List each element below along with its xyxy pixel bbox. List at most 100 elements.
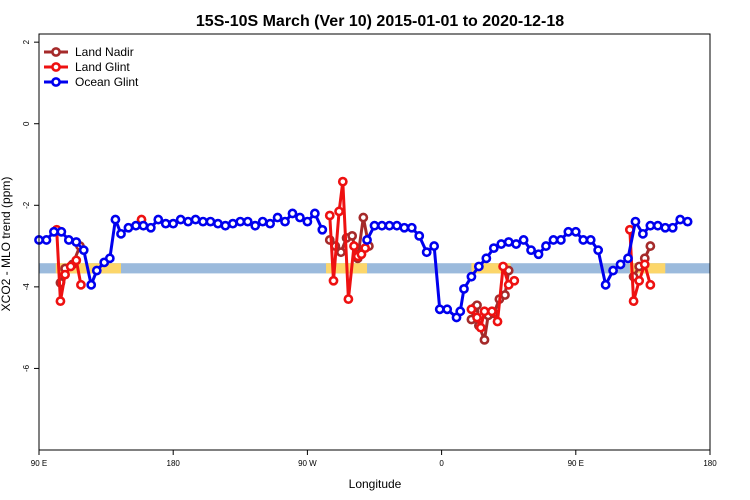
data-point (317, 224, 328, 235)
legend-marker (51, 47, 61, 57)
data-point (328, 275, 339, 286)
data-point (360, 243, 371, 254)
data-point (337, 176, 348, 187)
data-point (235, 216, 246, 227)
data-point (593, 245, 604, 256)
data-point (503, 237, 514, 247)
data-point (442, 304, 453, 315)
data-point (660, 222, 671, 233)
data-point (563, 226, 574, 237)
data-point (518, 235, 529, 245)
data-point (160, 218, 171, 229)
x-tick-label: 90 E (568, 459, 584, 468)
data-point (227, 218, 238, 229)
data-point (153, 214, 164, 225)
data-point (488, 243, 499, 254)
data-point (55, 296, 66, 307)
ocean-band (39, 263, 710, 274)
data-point (585, 235, 596, 245)
data-point (91, 265, 102, 276)
data-point (500, 290, 510, 300)
data-point (205, 216, 216, 227)
data-point (349, 241, 359, 251)
data-point (183, 216, 194, 227)
data-point (384, 220, 395, 231)
data-point (302, 216, 313, 227)
data-point (496, 239, 507, 249)
data-point (498, 261, 509, 272)
data-point (578, 235, 589, 245)
data-point (570, 226, 581, 237)
data-point (414, 230, 425, 241)
data-point (250, 220, 261, 231)
data-point (555, 235, 566, 245)
data-point (638, 228, 648, 239)
legend-label: Ocean Glint (75, 75, 139, 89)
data-point (406, 222, 417, 233)
data-point (479, 306, 490, 317)
data-point (190, 214, 201, 225)
data-point (472, 312, 482, 323)
data-point (71, 255, 82, 266)
y-tick-label: -2 (22, 201, 31, 209)
data-point (652, 220, 663, 231)
data-point (377, 220, 387, 231)
data-point (110, 214, 121, 225)
data-point (78, 245, 89, 256)
data-point (511, 239, 522, 249)
data-point (220, 220, 231, 231)
data-point (168, 218, 179, 229)
legend-label: Land Nadir (75, 45, 134, 59)
data-point (295, 212, 305, 223)
data-point (634, 275, 645, 286)
data-point (429, 241, 440, 251)
data-point (541, 241, 551, 251)
data-point (548, 235, 559, 245)
data-point (63, 235, 74, 245)
y-tick-label: 0 (22, 121, 31, 126)
series-line (446, 218, 689, 319)
x-tick-label: 90 E (31, 459, 47, 468)
data-point (41, 235, 52, 245)
data-point (86, 279, 97, 290)
data-point (475, 322, 486, 333)
data-point (487, 306, 497, 317)
legend-entry: Land Nadir (44, 45, 134, 59)
data-point (60, 269, 70, 280)
data-point (242, 216, 253, 227)
data-point (213, 218, 223, 229)
data-point (481, 253, 492, 264)
plot-frame (38, 33, 711, 451)
data-point (358, 212, 369, 223)
data-point (71, 237, 82, 247)
y-tick-label: -4 (22, 283, 31, 291)
data-point (138, 220, 149, 231)
data-point (479, 334, 490, 345)
plot-series (34, 176, 693, 345)
series-land-glint (51, 176, 656, 333)
data-point (455, 306, 466, 317)
data-point (600, 279, 611, 290)
y-tick-label: 2 (22, 39, 31, 44)
data-point (667, 222, 678, 233)
x-tick-label: 0 (439, 459, 444, 468)
data-point (369, 220, 380, 231)
data-point (645, 279, 656, 290)
data-point (336, 247, 346, 258)
data-point (675, 214, 686, 225)
data-point (466, 304, 477, 315)
data-point (56, 226, 67, 237)
data-point (175, 214, 186, 225)
data-point (145, 222, 156, 233)
x-tick-label: 180 (703, 459, 717, 468)
data-point (492, 316, 503, 327)
legend-marker (51, 77, 61, 87)
data-point (334, 206, 344, 217)
data-point (645, 220, 656, 231)
data-point (639, 259, 650, 270)
data-point (459, 284, 469, 294)
data-point (265, 218, 276, 229)
data-point (131, 220, 141, 231)
data-point (123, 222, 134, 233)
data-point (362, 235, 372, 245)
